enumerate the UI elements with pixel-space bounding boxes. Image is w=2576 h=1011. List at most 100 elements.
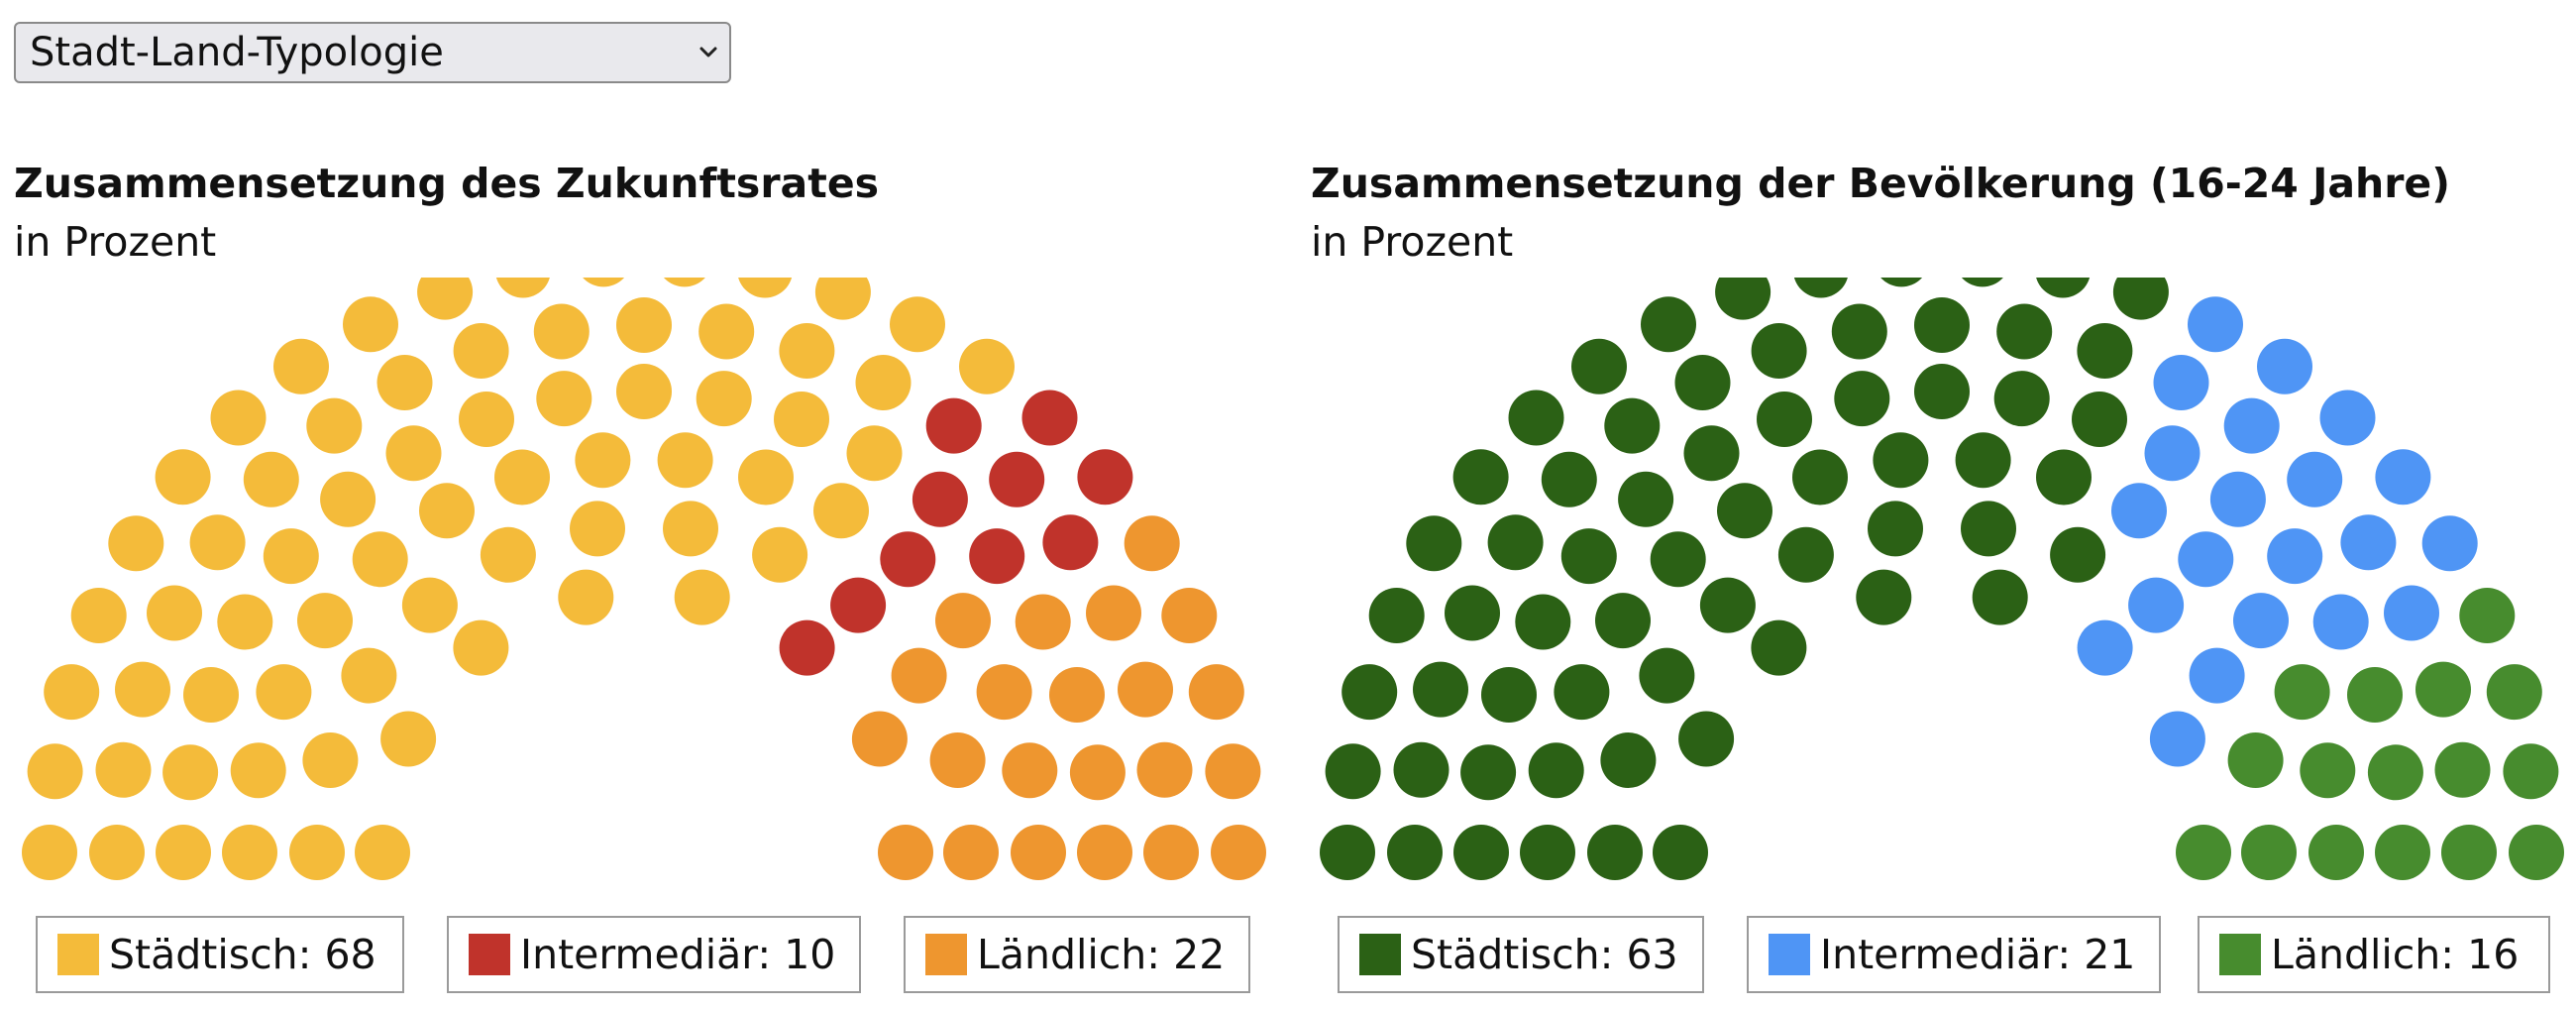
seat-dot-staedtisch: [217, 594, 273, 650]
seat-dot-staedtisch: [417, 278, 474, 320]
seat-dot-intermediaer: [2257, 338, 2312, 394]
seat-dot-laendlich: [2347, 667, 2403, 723]
typology-select-value: Stadt-Land-Typologie: [30, 30, 444, 75]
seat-dot-staedtisch: [273, 338, 329, 394]
seat-dot-staedtisch: [1873, 432, 1929, 489]
seat-dot-intermediaer: [830, 577, 887, 633]
chevron-down-icon: [699, 47, 717, 57]
seat-dot-intermediaer: [2153, 355, 2209, 410]
legend-label: Ländlich: 16: [2271, 931, 2520, 978]
seat-dot-staedtisch: [155, 449, 211, 506]
seat-dot-laendlich: [929, 732, 986, 788]
legend-swatch: [2219, 934, 2261, 975]
seat-dot-staedtisch: [1856, 569, 1912, 625]
seat-dot-staedtisch: [1961, 501, 2016, 557]
seat-dot-staedtisch: [2050, 526, 2106, 583]
seat-dot-staedtisch: [1487, 514, 1544, 571]
seat-dot-staedtisch: [855, 355, 912, 410]
seat-dot-staedtisch: [779, 323, 835, 379]
seat-dot-staedtisch: [890, 296, 945, 353]
seat-dot-staedtisch: [108, 515, 164, 572]
seat-dot-intermediaer: [989, 451, 1045, 507]
seat-dot-intermediaer: [2375, 449, 2431, 506]
seat-dot-staedtisch: [1413, 661, 1468, 718]
seat-dot-intermediaer: [2421, 515, 2478, 572]
seat-dot-staedtisch: [1368, 588, 1425, 643]
seat-dot-staedtisch: [1587, 825, 1643, 880]
seat-dot-intermediaer: [2267, 528, 2323, 585]
seat-dot-staedtisch: [1699, 577, 1756, 633]
chart-title-council: Zusammensetzung des Zukunftsrates: [14, 160, 880, 207]
legend-swatch: [469, 934, 510, 975]
seat-dot-staedtisch: [1972, 569, 2028, 625]
seat-dot-laendlich: [1188, 664, 1244, 721]
legend-item-population-intermediaer: Intermediär: 21: [1747, 916, 2161, 993]
seat-dot-staedtisch: [674, 569, 730, 625]
seat-dot-laendlich: [1205, 743, 1261, 800]
seat-dot-staedtisch: [1674, 355, 1731, 410]
legend-item-council-intermediaer: Intermediär: 10: [447, 916, 861, 993]
legend-label: Städtisch: 63: [1411, 931, 1678, 978]
seat-dot-intermediaer: [969, 528, 1025, 585]
seat-dot-staedtisch: [1639, 647, 1695, 704]
seat-dot-staedtisch: [385, 425, 442, 482]
seat-dot-laendlich: [2300, 742, 2356, 799]
seat-dot-staedtisch: [663, 501, 718, 557]
seat-dot-staedtisch: [27, 743, 83, 800]
typology-select[interactable]: Stadt-Land-Typologie: [14, 22, 731, 83]
seat-dot-staedtisch: [480, 526, 536, 583]
parliament-chart-population: [1320, 278, 2564, 880]
seat-dot-staedtisch: [89, 825, 145, 880]
seat-dot-staedtisch: [1715, 278, 1771, 320]
seat-dot-staedtisch: [147, 585, 202, 641]
seat-dot-staedtisch: [2072, 392, 2127, 447]
legend-label: Ländlich: 22: [977, 931, 1226, 978]
seat-dot-laendlich: [2486, 664, 2542, 721]
seat-dot-laendlich: [2176, 825, 2231, 880]
seat-dot-staedtisch: [616, 297, 672, 353]
seat-dot-laendlich: [2441, 825, 2497, 880]
seat-dot-staedtisch: [1528, 742, 1584, 799]
seat-dot-staedtisch: [1481, 667, 1537, 723]
seat-dot-staedtisch: [453, 323, 509, 379]
seat-dot-staedtisch: [302, 732, 359, 788]
seat-dot-staedtisch: [320, 471, 376, 527]
legend-item-population-staedtisch: Städtisch: 63: [1338, 916, 1704, 993]
seat-dot-staedtisch: [814, 278, 871, 320]
seat-dot-staedtisch: [1751, 619, 1807, 676]
seat-dot-laendlich: [1124, 515, 1180, 572]
seat-dot-staedtisch: [1757, 392, 1812, 447]
seat-dot-staedtisch: [2077, 323, 2133, 379]
seat-dot-staedtisch: [1678, 711, 1735, 767]
seat-dot-laendlich: [1049, 667, 1105, 723]
seat-dot-staedtisch: [1452, 449, 1509, 506]
seat-dot-intermediaer: [1077, 449, 1133, 506]
seat-dot-laendlich: [1015, 594, 1071, 650]
seat-dot-staedtisch: [1914, 364, 1970, 419]
seat-dot-staedtisch: [533, 303, 590, 360]
seat-dot-laendlich: [1118, 661, 1173, 718]
seat-dot-staedtisch: [1955, 432, 2011, 489]
seat-dot-staedtisch: [1325, 743, 1381, 800]
seat-dot-laendlich: [851, 711, 908, 767]
seat-dot-intermediaer: [880, 531, 936, 588]
seat-dot-staedtisch: [558, 569, 614, 625]
seat-dot-laendlich: [1077, 825, 1132, 880]
seat-dot-staedtisch: [1520, 825, 1575, 880]
seat-dot-laendlich: [2415, 661, 2471, 718]
legend-swatch: [57, 934, 99, 975]
seat-dot-staedtisch: [1320, 825, 1375, 880]
seat-dot-staedtisch: [813, 483, 869, 539]
seat-dot-staedtisch: [698, 303, 755, 360]
seat-dot-laendlich: [2503, 743, 2559, 800]
seat-dot-staedtisch: [583, 278, 625, 287]
legend-label: Intermediär: 10: [520, 931, 836, 978]
legend-item-council-staedtisch: Städtisch: 68: [36, 916, 404, 993]
seat-dot-intermediaer: [2233, 593, 2289, 649]
chart-subtitle-population: in Prozent: [1311, 218, 1514, 266]
seat-dot-staedtisch: [1387, 825, 1443, 880]
seat-dot-staedtisch: [183, 667, 239, 723]
seat-dot-staedtisch: [752, 526, 808, 583]
seat-dot-staedtisch: [243, 451, 299, 507]
seat-dot-staedtisch: [22, 825, 77, 880]
